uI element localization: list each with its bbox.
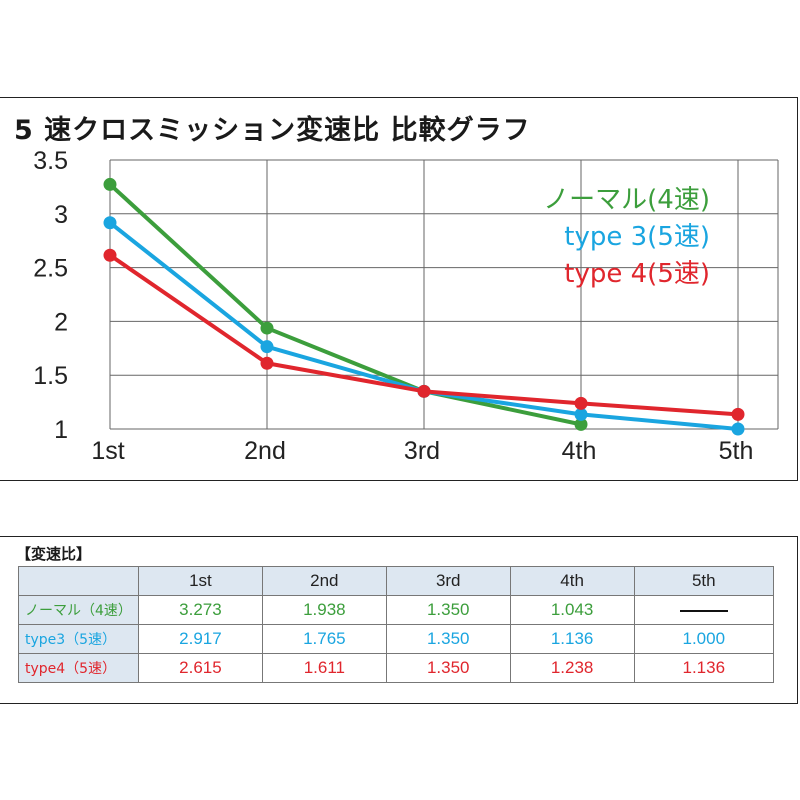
value-cell: 1.350: [385, 653, 511, 683]
table-row: type3（5速） 2.917 1.765 1.350 1.136 1.000: [18, 624, 775, 654]
y-tick-label: 2.5: [33, 255, 68, 283]
gear-ratio-table: 1st 2nd 3rd 4th 5th ノーマル（4速） 3.273 1.938 1.…: [18, 566, 775, 683]
row-label: type4（5速）: [18, 653, 139, 683]
column-header: 1st: [138, 566, 263, 596]
table-caption: 【変速比】: [16, 545, 92, 563]
value-cell: 1.136: [633, 653, 775, 683]
y-tick-label: 3: [54, 201, 68, 229]
data-point: [103, 248, 117, 262]
x-tick-label: 3rd: [404, 437, 440, 465]
column-header: 5th: [633, 566, 775, 596]
x-tick-label: 2nd: [244, 437, 286, 465]
data-point: [574, 396, 588, 410]
series-line: [108, 182, 582, 427]
value-cell: 1.043: [509, 595, 635, 625]
data-point: [260, 340, 274, 354]
value-cell: 1.350: [385, 595, 511, 625]
value-cell: 1.611: [261, 653, 387, 683]
x-tick-label: 5th: [719, 437, 754, 465]
column-header: 2nd: [261, 566, 387, 596]
y-tick-labels: 3.5 3 2.5 2 1.5 1: [33, 147, 68, 444]
column-header: 3rd: [385, 566, 511, 596]
table-row: ノーマル（4速） 3.273 1.938 1.350 1.043: [18, 595, 775, 625]
x-tick-labels: 1st 2nd 3rd 4th 5th: [91, 437, 753, 465]
data-point: [731, 422, 745, 436]
value-cell: 1.136: [509, 624, 635, 654]
row-label: type3（5速）: [18, 624, 139, 654]
legend: ノーマル(4速) type 3(5速) type 4(5速): [543, 185, 710, 289]
value-cell: 1.000: [633, 624, 775, 654]
series-2: [103, 248, 745, 421]
empty-value-cell: [633, 595, 775, 625]
y-tick-label: 1.5: [33, 362, 68, 390]
y-tick-label: 2: [54, 308, 68, 336]
row-label: ノーマル（4速）: [18, 595, 139, 625]
series-lines: [103, 177, 745, 436]
value-cell: 1.938: [261, 595, 387, 625]
table-corner-cell: [18, 566, 139, 596]
data-point: [417, 384, 431, 398]
table-header-row: 1st 2nd 3rd 4th 5th: [18, 566, 775, 596]
value-cell: 1.765: [261, 624, 387, 654]
y-tick-label: 3.5: [33, 147, 68, 175]
y-tick-label: 1: [54, 416, 68, 444]
x-tick-label: 1st: [91, 437, 124, 465]
value-cell: 1.238: [509, 653, 635, 683]
legend-entry: type 3(5速): [564, 222, 710, 252]
chart-title: 5 速クロスミッション変速比 比較グラフ: [14, 115, 531, 146]
gear-ratio-table-panel: 【変速比】 1st 2nd 3rd 4th 5th ノーマル（4速） 3.273 1…: [0, 536, 798, 704]
line-chart: 3.5 3 2.5 2 1.5 1 1st 2nd 3rd 4th 5th ノーマル(4速) typ…: [33, 147, 779, 465]
value-cell: 3.273: [138, 595, 263, 625]
data-point: [103, 177, 117, 191]
value-cell: 2.615: [138, 653, 263, 683]
data-point: [574, 407, 588, 421]
data-point: [731, 407, 745, 421]
legend-entry: type 4(5速): [564, 259, 710, 289]
data-point: [260, 321, 274, 335]
x-tick-label: 4th: [562, 437, 597, 465]
column-header: 4th: [509, 566, 635, 596]
chart-panel: 5 速クロスミッション変速比 比較グラフ 3.5 3 2.5 2 1.5 1 1st 2nd…: [0, 97, 798, 481]
data-point: [260, 356, 274, 370]
data-point: [103, 216, 117, 230]
legend-entry: ノーマル(4速): [543, 185, 710, 215]
value-cell: 2.917: [138, 624, 263, 654]
series-0: [103, 177, 588, 431]
data-point: [574, 417, 588, 431]
dash-mark: [679, 609, 728, 612]
grid: [109, 159, 779, 430]
table-row: type4（5速） 2.615 1.611 1.350 1.238 1.136: [18, 653, 775, 683]
value-cell: 1.350: [385, 624, 511, 654]
